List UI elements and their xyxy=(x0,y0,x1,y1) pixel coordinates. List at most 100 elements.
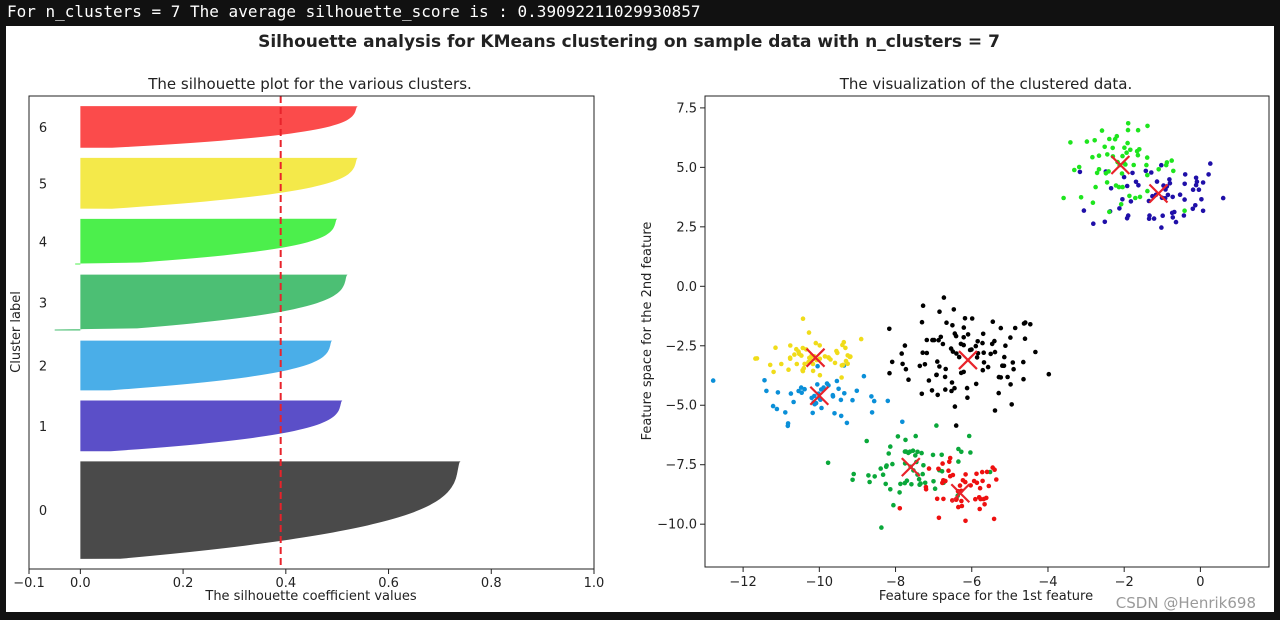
scatter-point-cluster-0 xyxy=(951,307,957,312)
scatter-point-cluster-4 xyxy=(1120,184,1125,190)
figure-canvas: Silhouette analysis for KMeans clusterin… xyxy=(9,32,1270,604)
scatter-y-tick-label: 2.5 xyxy=(676,220,697,235)
watermark: CSDN @Henrik698 xyxy=(1115,594,1256,612)
silhouette-x-tick-label: 1.0 xyxy=(584,576,605,591)
scatter-point-cluster-0 xyxy=(944,320,949,326)
scatter-point-cluster-0 xyxy=(1010,360,1016,365)
scatter-point-cluster-4 xyxy=(1145,188,1150,194)
scatter-point-cluster-5 xyxy=(845,361,850,367)
scatter-point-cluster-3 xyxy=(850,477,855,483)
scatter-point-cluster-0 xyxy=(1046,371,1052,377)
scatter-point-cluster-0 xyxy=(1021,376,1026,382)
scatter-point-cluster-0 xyxy=(969,316,975,321)
scatter-point-cluster-1 xyxy=(1172,209,1177,215)
scatter-point-cluster-6 xyxy=(946,468,951,474)
silhouette-x-tick-label: 0.2 xyxy=(173,576,194,591)
scatter-point-cluster-4 xyxy=(1090,200,1096,205)
scatter-point-cluster-4 xyxy=(1084,139,1090,144)
scatter-point-cluster-2 xyxy=(815,382,820,387)
scatter-point-cluster-4 xyxy=(1169,158,1174,163)
silhouette-x-tick-label: 0.6 xyxy=(378,576,399,591)
scatter-y-tick-label: −7.5 xyxy=(665,458,697,473)
scatter-point-cluster-2 xyxy=(774,406,780,412)
silhouette-bar-cluster-6 xyxy=(80,106,358,148)
scatter-point-cluster-0 xyxy=(902,343,908,348)
scatter-point-cluster-3 xyxy=(888,487,893,492)
scatter-point-cluster-5 xyxy=(845,353,850,358)
scatter-point-cluster-4 xyxy=(1118,202,1124,207)
scatter-point-cluster-1 xyxy=(1167,181,1173,186)
scatter-point-cluster-6 xyxy=(957,483,963,488)
scatter-point-cluster-3 xyxy=(920,471,925,477)
scatter-point-cluster-0 xyxy=(996,374,1002,380)
scatter-point-cluster-4 xyxy=(1122,145,1127,150)
scatter-point-cluster-3 xyxy=(903,437,908,443)
scatter-point-cluster-0 xyxy=(1028,322,1033,327)
scatter-point-cluster-2 xyxy=(836,386,841,392)
scatter-point-cluster-4 xyxy=(1096,153,1102,158)
scatter-point-cluster-2 xyxy=(810,410,815,416)
scatter-point-cluster-6 xyxy=(984,495,989,501)
scatter-point-cluster-6 xyxy=(968,483,973,488)
scatter-point-cluster-5 xyxy=(779,361,784,367)
scatter-point-cluster-3 xyxy=(919,450,924,456)
cluster-center-2 xyxy=(809,385,830,406)
silhouette-bar-cluster-0 xyxy=(80,461,461,559)
scatter-point-cluster-3 xyxy=(883,481,888,487)
scatter-point-cluster-3 xyxy=(880,472,886,478)
scatter-point-cluster-4 xyxy=(1171,168,1176,174)
scatter-point-cluster-6 xyxy=(941,496,946,502)
scatter-point-cluster-5 xyxy=(841,339,847,345)
scatter-point-cluster-1 xyxy=(1208,161,1213,166)
scatter-point-cluster-5 xyxy=(817,343,822,348)
silhouette-plot: The silhouette plot for the various clus… xyxy=(9,75,604,604)
scatter-point-cluster-0 xyxy=(949,388,954,394)
scatter-point-cluster-4 xyxy=(1144,155,1150,160)
scatter-point-cluster-2 xyxy=(775,390,781,395)
cluster-label-2: 2 xyxy=(39,360,47,375)
scatter-point-cluster-0 xyxy=(950,323,955,328)
scatter-point-cluster-1 xyxy=(1190,187,1196,192)
scatter-point-cluster-4 xyxy=(1164,160,1170,165)
scatter-point-cluster-1 xyxy=(1081,208,1087,213)
scatter-point-cluster-4 xyxy=(1110,145,1115,151)
silhouette-bar-cluster-4 xyxy=(75,218,338,265)
scatter-point-cluster-0 xyxy=(924,337,930,343)
scatter-point-cluster-1 xyxy=(1124,183,1130,189)
scatter-point-cluster-1 xyxy=(1200,180,1206,185)
scatter-point-cluster-0 xyxy=(900,361,905,367)
scatter-point-cluster-2 xyxy=(854,388,860,394)
scatter-point-cluster-3 xyxy=(956,446,961,452)
scatter-point-cluster-1 xyxy=(1136,183,1141,188)
scatter-point-cluster-2 xyxy=(850,397,855,403)
scatter-y-axis-label: Feature space for the 2nd feature xyxy=(640,222,655,441)
scatter-point-cluster-2 xyxy=(710,378,716,383)
scatter-point-cluster-6 xyxy=(986,483,992,489)
scatter-point-cluster-0 xyxy=(937,364,942,369)
scatter-point-cluster-0 xyxy=(943,387,948,392)
scatter-point-cluster-5 xyxy=(822,354,828,359)
scatter-point-cluster-0 xyxy=(1001,363,1007,369)
scatter-point-cluster-2 xyxy=(785,423,791,429)
scatter-point-cluster-6 xyxy=(936,466,941,472)
silhouette-bar-cluster-2 xyxy=(80,340,332,391)
scatter-point-cluster-4 xyxy=(1078,195,1084,200)
scatter-y-tick-label: 7.5 xyxy=(676,101,697,116)
scatter-point-cluster-4 xyxy=(1096,167,1102,172)
scatter-point-cluster-0 xyxy=(1033,349,1038,355)
scatter-x-tick-label: −4 xyxy=(1038,575,1057,590)
scatter-point-cluster-0 xyxy=(942,374,948,380)
scatter-point-cluster-2 xyxy=(842,391,847,396)
scatter-point-cluster-6 xyxy=(978,496,983,502)
scatter-point-cluster-3 xyxy=(921,463,926,468)
scatter-point-cluster-4 xyxy=(1135,152,1141,158)
scatter-point-cluster-0 xyxy=(936,337,941,343)
scatter-point-cluster-0 xyxy=(903,366,909,372)
scatter-point-cluster-1 xyxy=(1170,194,1175,200)
scatter-point-cluster-6 xyxy=(982,502,987,507)
scatter-point-cluster-6 xyxy=(973,496,978,502)
scatter-point-cluster-0 xyxy=(974,355,980,360)
scatter-point-cluster-0 xyxy=(919,391,925,397)
scatter-point-cluster-0 xyxy=(975,339,980,344)
cluster-center-5 xyxy=(805,347,826,368)
